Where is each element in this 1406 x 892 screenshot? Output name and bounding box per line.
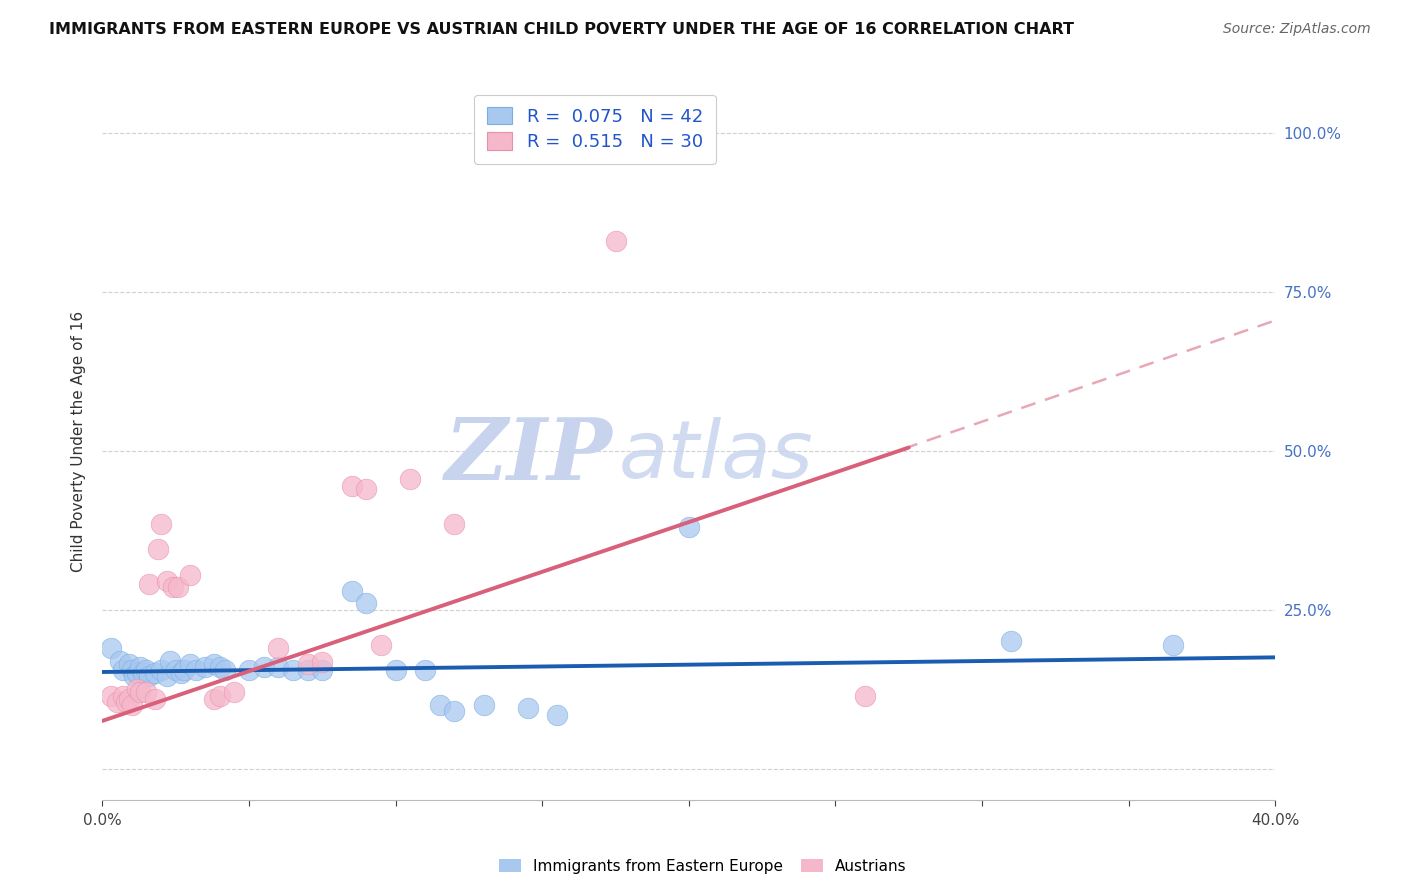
Point: [340, 478, 363, 492]
Point: [311, 663, 333, 677]
Text: Source: ZipAtlas.com: Source: ZipAtlas.com: [1223, 22, 1371, 37]
Point: [384, 663, 406, 677]
Point: [173, 663, 195, 677]
Point: [678, 520, 700, 534]
Point: [179, 657, 201, 671]
Point: [100, 640, 122, 655]
Point: [297, 663, 319, 677]
Point: [162, 581, 184, 595]
Point: [354, 596, 377, 610]
Point: [127, 666, 149, 681]
Point: [132, 666, 155, 681]
Point: [194, 660, 217, 674]
Point: [156, 669, 179, 683]
Point: [135, 663, 157, 677]
Point: [340, 583, 363, 598]
Point: [117, 657, 139, 671]
Point: [184, 663, 207, 677]
Point: [370, 638, 392, 652]
Point: [105, 695, 128, 709]
Y-axis label: Child Poverty Under the Age of 16: Child Poverty Under the Age of 16: [72, 310, 86, 572]
Point: [111, 663, 134, 677]
Point: [516, 701, 538, 715]
Point: [114, 695, 136, 709]
Point: [429, 698, 451, 712]
Point: [224, 685, 246, 699]
Point: [443, 516, 465, 531]
Point: [605, 234, 627, 248]
Point: [121, 663, 143, 677]
Point: [297, 657, 319, 671]
Point: [149, 663, 172, 677]
Point: [202, 691, 225, 706]
Point: [214, 663, 236, 677]
Point: [267, 640, 290, 655]
Point: [117, 691, 139, 706]
Point: [399, 472, 422, 486]
Point: [167, 581, 190, 595]
Point: [143, 666, 166, 681]
Point: [165, 663, 187, 677]
Point: [202, 657, 225, 671]
Point: [143, 691, 166, 706]
Point: [146, 542, 169, 557]
Text: atlas: atlas: [619, 417, 813, 494]
Point: [121, 698, 143, 712]
Point: [238, 663, 260, 677]
Legend: Immigrants from Eastern Europe, Austrians: Immigrants from Eastern Europe, Austrian…: [494, 853, 912, 880]
Point: [170, 666, 193, 681]
Point: [413, 663, 436, 677]
Point: [138, 577, 160, 591]
Point: [156, 574, 179, 588]
Point: [281, 663, 304, 677]
Legend: R =  0.075   N = 42, R =  0.515   N = 30: R = 0.075 N = 42, R = 0.515 N = 30: [474, 95, 716, 164]
Point: [208, 689, 231, 703]
Point: [252, 660, 274, 674]
Point: [100, 689, 122, 703]
Point: [135, 685, 157, 699]
Point: [129, 685, 152, 699]
Point: [472, 698, 495, 712]
Point: [111, 689, 134, 703]
Point: [443, 705, 465, 719]
Point: [108, 654, 131, 668]
Point: [159, 654, 181, 668]
Text: IMMIGRANTS FROM EASTERN EUROPE VS AUSTRIAN CHILD POVERTY UNDER THE AGE OF 16 COR: IMMIGRANTS FROM EASTERN EUROPE VS AUSTRI…: [49, 22, 1074, 37]
Point: [267, 660, 290, 674]
Point: [149, 516, 172, 531]
Point: [853, 689, 876, 703]
Point: [1161, 638, 1184, 652]
Point: [354, 482, 377, 496]
Point: [138, 669, 160, 683]
Text: ZIP: ZIP: [444, 414, 613, 498]
Point: [311, 655, 333, 669]
Point: [127, 682, 149, 697]
Point: [129, 660, 152, 674]
Point: [124, 669, 146, 683]
Point: [208, 660, 231, 674]
Point: [179, 567, 201, 582]
Point: [546, 707, 568, 722]
Point: [1000, 634, 1022, 648]
